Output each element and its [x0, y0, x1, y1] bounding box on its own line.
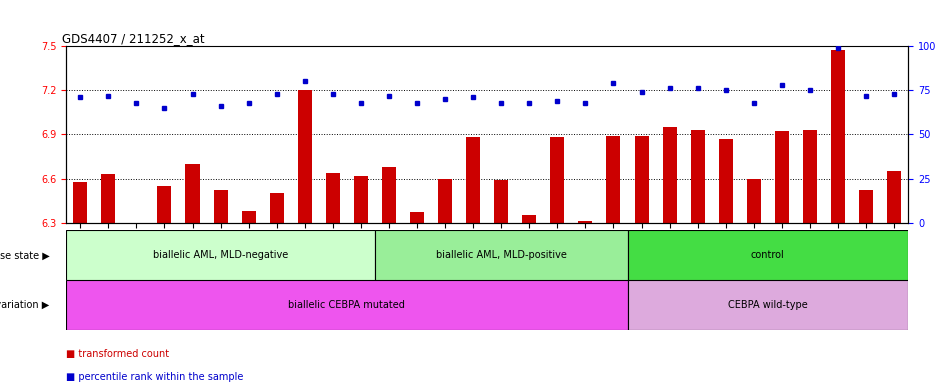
Bar — [214, 190, 228, 223]
Bar — [66, 230, 375, 280]
Bar — [375, 230, 627, 280]
Bar — [325, 173, 340, 223]
Bar — [298, 90, 312, 223]
Bar — [803, 130, 817, 223]
Text: genotype/variation ▶: genotype/variation ▶ — [0, 300, 49, 310]
Bar — [775, 131, 789, 223]
Text: ■ percentile rank within the sample: ■ percentile rank within the sample — [66, 372, 244, 382]
Text: disease state ▶: disease state ▶ — [0, 250, 49, 260]
Bar — [270, 193, 284, 223]
Text: ■ transformed count: ■ transformed count — [66, 349, 169, 359]
Bar — [410, 212, 424, 223]
Bar — [438, 179, 452, 223]
Bar — [859, 190, 873, 223]
Bar — [627, 230, 908, 280]
Bar — [382, 167, 396, 223]
Text: biallelic AML, MLD-negative: biallelic AML, MLD-negative — [153, 250, 289, 260]
Bar — [241, 211, 255, 223]
Bar — [627, 280, 908, 330]
Bar — [887, 171, 902, 223]
Bar — [157, 186, 171, 223]
Text: biallelic AML, MLD-positive: biallelic AML, MLD-positive — [436, 250, 567, 260]
Bar — [73, 182, 87, 223]
Bar — [578, 221, 592, 223]
Bar — [466, 137, 481, 223]
Bar — [66, 280, 627, 330]
Text: GDS4407 / 211252_x_at: GDS4407 / 211252_x_at — [62, 32, 204, 45]
Bar — [101, 174, 115, 223]
Bar — [551, 137, 565, 223]
Bar — [522, 215, 536, 223]
Text: control: control — [751, 250, 785, 260]
Bar — [494, 180, 508, 223]
Bar — [354, 175, 368, 223]
Bar — [662, 127, 676, 223]
Bar — [831, 51, 845, 223]
Bar — [635, 136, 649, 223]
Text: CEBPA wild-type: CEBPA wild-type — [728, 300, 808, 310]
Bar — [746, 179, 761, 223]
Text: biallelic CEBPA mutated: biallelic CEBPA mutated — [289, 300, 405, 310]
Bar — [691, 130, 705, 223]
Bar — [185, 164, 200, 223]
Bar — [606, 136, 621, 223]
Bar — [719, 139, 733, 223]
